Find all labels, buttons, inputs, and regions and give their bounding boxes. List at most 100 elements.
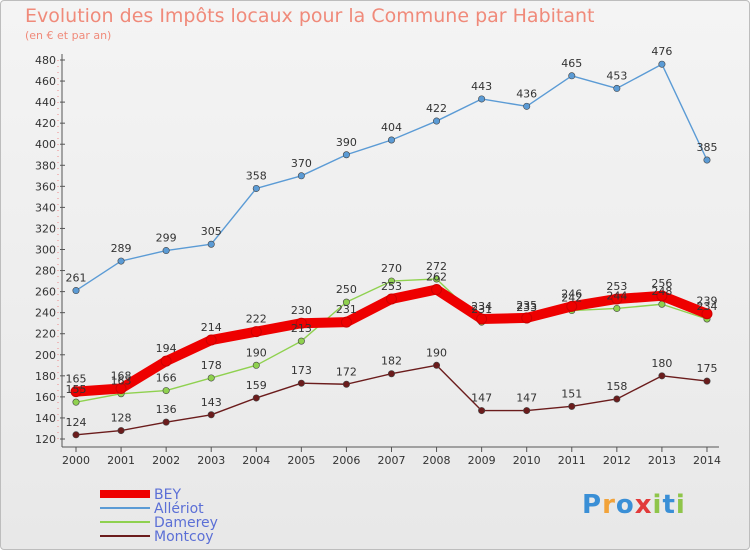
- y-tick-label: 120: [35, 433, 56, 446]
- data-label-damerey: 233: [516, 301, 537, 314]
- y-tick-label: 260: [35, 286, 56, 299]
- data-label-bey: 222: [246, 313, 267, 326]
- x-tick-label: 2002: [152, 454, 180, 467]
- data-label-alleriot: 404: [381, 121, 402, 134]
- x-tick-label: 2007: [377, 454, 405, 467]
- data-point-montcoy: [523, 407, 531, 415]
- data-label-bey: 231: [336, 303, 357, 316]
- data-label-alleriot: 390: [336, 136, 357, 149]
- data-label-damerey: 213: [291, 322, 312, 335]
- data-label-damerey: 178: [201, 359, 222, 372]
- data-label-alleriot: 436: [516, 87, 537, 100]
- data-label-montcoy: 147: [471, 392, 492, 405]
- y-tick-label: 380: [35, 159, 56, 172]
- data-point-montcoy: [252, 394, 260, 402]
- y-tick-label: 140: [35, 412, 56, 425]
- y-tick-label: 460: [35, 75, 56, 88]
- data-label-damerey: 270: [381, 262, 402, 275]
- data-point-alleriot: [117, 257, 125, 265]
- x-tick-label: 2012: [603, 454, 631, 467]
- data-point-montcoy: [117, 427, 125, 435]
- legend-label-alleriot: Allériot: [154, 501, 204, 517]
- data-label-montcoy: 190: [426, 346, 447, 359]
- data-label-bey: 256: [651, 277, 672, 290]
- data-label-montcoy: 182: [381, 355, 402, 368]
- legend-label-damerey: Damerey: [154, 515, 218, 531]
- data-label-damerey: 231: [471, 303, 492, 316]
- y-tick-label: 240: [35, 307, 56, 320]
- data-point-bey: [160, 355, 172, 367]
- chart-subtitle: (en € et par an): [25, 29, 112, 42]
- data-label-damerey: 272: [426, 260, 447, 273]
- data-point-alleriot: [162, 247, 170, 255]
- data-point-damerey: [252, 361, 260, 369]
- data-point-alleriot: [658, 60, 666, 68]
- data-label-alleriot: 385: [696, 141, 717, 154]
- data-label-alleriot: 465: [561, 57, 582, 70]
- data-label-alleriot: 358: [246, 169, 267, 182]
- data-point-montcoy: [433, 361, 441, 369]
- data-point-damerey: [162, 387, 170, 395]
- x-tick-label: 2000: [62, 454, 90, 467]
- data-label-montcoy: 151: [561, 387, 582, 400]
- data-point-montcoy: [207, 411, 215, 419]
- series-line-alleriot: [75, 63, 708, 292]
- data-label-montcoy: 158: [606, 380, 627, 393]
- data-label-alleriot: 299: [156, 232, 177, 245]
- data-point-bey: [385, 293, 397, 305]
- data-point-montcoy: [478, 407, 486, 415]
- x-tick-label: 2003: [197, 454, 225, 467]
- data-label-damerey: 163: [111, 375, 132, 388]
- y-tick-label: 180: [35, 370, 56, 383]
- x-tick-label: 2013: [648, 454, 676, 467]
- data-point-alleriot: [252, 184, 260, 192]
- data-point-damerey: [297, 337, 305, 345]
- data-label-damerey: 234: [696, 300, 717, 313]
- data-point-bey: [205, 334, 217, 346]
- data-point-alleriot: [523, 102, 531, 110]
- data-label-montcoy: 175: [696, 362, 717, 375]
- data-point-damerey: [207, 374, 215, 382]
- data-point-montcoy: [297, 379, 305, 387]
- data-label-damerey: 155: [66, 383, 87, 396]
- data-point-bey: [340, 316, 352, 328]
- data-point-alleriot: [72, 287, 80, 295]
- y-tick-label: 400: [35, 138, 56, 151]
- y-tick-label: 200: [35, 349, 56, 362]
- data-point-montcoy: [658, 372, 666, 380]
- data-label-bey: 262: [426, 271, 447, 284]
- x-tick-label: 2008: [423, 454, 451, 467]
- data-point-damerey: [387, 277, 395, 285]
- x-tick-label: 2014: [693, 454, 721, 467]
- x-tick-label: 2001: [107, 454, 135, 467]
- data-point-bey: [431, 284, 443, 296]
- data-label-alleriot: 443: [471, 80, 492, 93]
- x-tick-label: 2010: [513, 454, 541, 467]
- data-point-bey: [70, 386, 82, 398]
- data-label-montcoy: 173: [291, 364, 312, 377]
- data-label-bey: 194: [156, 342, 177, 355]
- data-point-montcoy: [387, 370, 395, 378]
- data-point-alleriot: [297, 172, 305, 180]
- x-tick-label: 2004: [242, 454, 270, 467]
- data-point-bey: [701, 308, 713, 320]
- data-label-damerey: 190: [246, 346, 267, 359]
- data-label-damerey: 166: [156, 372, 177, 385]
- y-tick-label: 300: [35, 244, 56, 257]
- y-tick-label: 160: [35, 391, 56, 404]
- y-tick-label: 440: [35, 96, 56, 109]
- x-tick-label: 2006: [332, 454, 360, 467]
- data-label-bey: 253: [606, 280, 627, 293]
- data-label-bey: 230: [291, 304, 312, 317]
- data-point-montcoy: [703, 377, 711, 385]
- data-label-bey: 246: [561, 287, 582, 300]
- chart-title: Evolution des Impôts locaux pour la Comm…: [25, 5, 595, 27]
- data-label-montcoy: 143: [201, 396, 222, 409]
- data-label-montcoy: 180: [651, 357, 672, 370]
- x-tick-label: 2005: [287, 454, 315, 467]
- data-point-alleriot: [478, 95, 486, 103]
- data-point-alleriot: [568, 72, 576, 80]
- legend-label-bey: BEY: [154, 487, 181, 503]
- data-label-bey: 253: [381, 280, 402, 293]
